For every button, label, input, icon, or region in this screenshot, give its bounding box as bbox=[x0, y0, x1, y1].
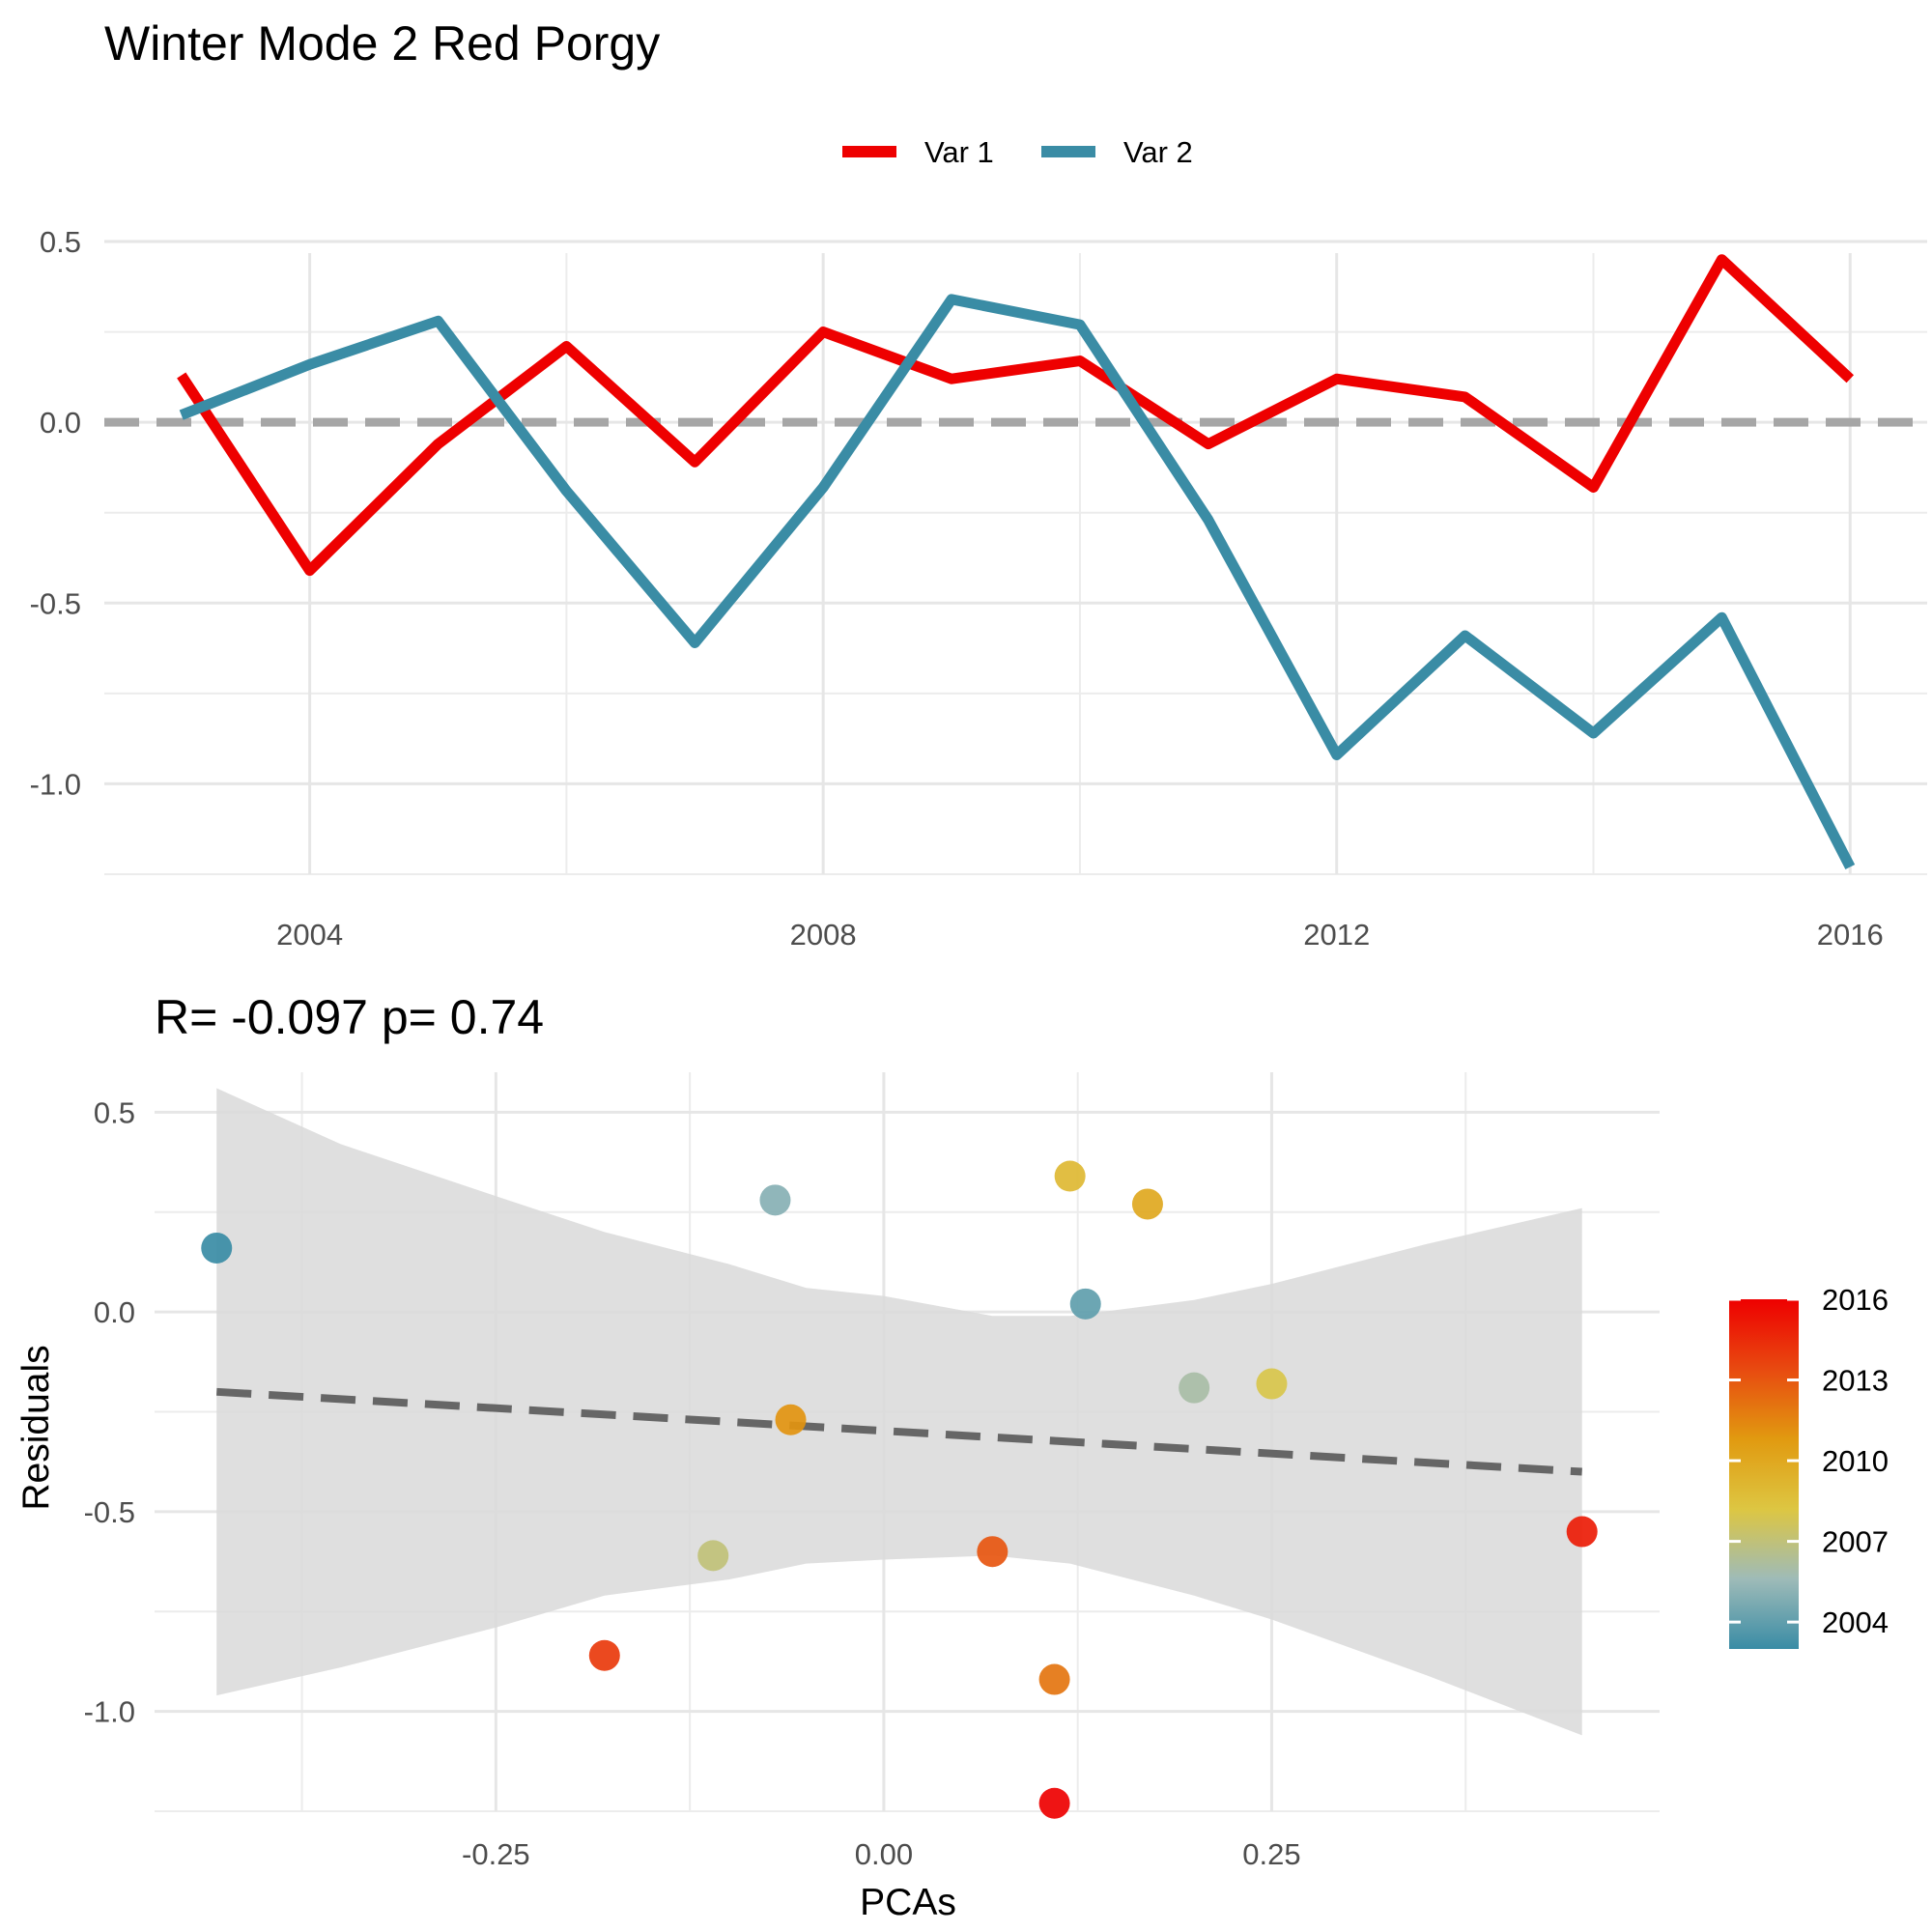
x-tick-label: 2008 bbox=[790, 918, 857, 952]
bottom-scatter-chart: 0.5 0.0 -0.5 -1.0 -0.25 0.00 0.25 PCAs Residu… bbox=[15, 1072, 1660, 1923]
legend-label-var-2: Var 2 bbox=[1123, 135, 1193, 169]
colorbar-label: 2013 bbox=[1822, 1364, 1889, 1398]
x-tick-label: 2012 bbox=[1303, 918, 1370, 952]
colorbar-label: 2007 bbox=[1822, 1525, 1889, 1559]
scatter-point-2004 bbox=[1069, 1288, 1101, 1320]
bottom-x-tick-labels: -0.25 0.00 0.25 bbox=[462, 1837, 1301, 1871]
scatter-point-2016 bbox=[1038, 1787, 1070, 1819]
y-tick-label: -1.0 bbox=[30, 767, 81, 801]
scatter-point-2013 bbox=[977, 1536, 1009, 1568]
y-axis-title: Residuals bbox=[15, 1345, 57, 1510]
series-line-var-2 bbox=[179, 294, 1856, 870]
scatter-points bbox=[201, 1160, 1598, 1819]
x-tick-label: 2004 bbox=[276, 918, 343, 952]
colorbar-label: 2010 bbox=[1822, 1444, 1889, 1478]
scatter-point-2005 bbox=[759, 1184, 791, 1216]
x-tick-label: 0.25 bbox=[1242, 1837, 1300, 1871]
confidence-band bbox=[216, 1088, 1582, 1736]
y-tick-label: -1.0 bbox=[84, 1695, 135, 1729]
correlation-subtitle: R= -0.097 p= 0.74 bbox=[155, 990, 544, 1044]
x-tick-label: -0.25 bbox=[462, 1837, 530, 1871]
scatter-point-2008 bbox=[1256, 1368, 1288, 1400]
y-tick-label: 0.5 bbox=[40, 225, 81, 259]
y-tick-label: -0.5 bbox=[84, 1495, 135, 1529]
series-line-var-1 bbox=[177, 254, 1855, 577]
x-tick-label: 0.00 bbox=[855, 1837, 913, 1871]
scatter-point-2014 bbox=[588, 1639, 620, 1671]
scatter-point-2007 bbox=[697, 1540, 729, 1572]
chart-title: Winter Mode 2 Red Porgy bbox=[104, 16, 660, 71]
y-tick-label: 0.5 bbox=[94, 1095, 135, 1129]
scatter-point-2003 bbox=[201, 1232, 233, 1264]
y-tick-label: -0.5 bbox=[30, 586, 81, 620]
fit-line bbox=[216, 1387, 1582, 1476]
top-x-tick-labels: 2004 2008 2012 2016 bbox=[276, 918, 1884, 952]
year-colorbar: 2016 2013 2010 2007 2004 bbox=[1729, 1283, 1889, 1649]
y-tick-label: 0.0 bbox=[94, 1295, 135, 1329]
top-legend: Var 1 Var 2 bbox=[842, 135, 1193, 169]
legend-label-var-1: Var 1 bbox=[924, 135, 994, 169]
x-axis-title: PCAs bbox=[860, 1882, 956, 1923]
top-y-tick-labels: 0.5 0.0 -0.5 -1.0 bbox=[30, 225, 81, 801]
colorbar-ticks: 2016 2013 2010 2007 2004 bbox=[1729, 1283, 1889, 1639]
top-line-chart: 0.5 0.0 -0.5 -1.0 2004 2008 2012 2016 bbox=[30, 225, 1927, 952]
scatter-point-2015 bbox=[1566, 1516, 1598, 1548]
colorbar-gradient bbox=[1729, 1299, 1799, 1649]
scatter-point-2012 bbox=[1038, 1663, 1070, 1695]
scatter-point-2010 bbox=[1131, 1188, 1163, 1220]
y-tick-label: 0.0 bbox=[40, 406, 81, 440]
scatter-point-2009 bbox=[1054, 1160, 1086, 1192]
x-tick-label: 2016 bbox=[1817, 918, 1884, 952]
scatter-point-2006 bbox=[1179, 1372, 1210, 1404]
scatter-point-2011 bbox=[775, 1404, 807, 1435]
bottom-y-tick-labels: 0.5 0.0 -0.5 -1.0 bbox=[84, 1095, 135, 1728]
colorbar-label: 2016 bbox=[1822, 1283, 1889, 1317]
colorbar-label: 2004 bbox=[1822, 1605, 1889, 1639]
